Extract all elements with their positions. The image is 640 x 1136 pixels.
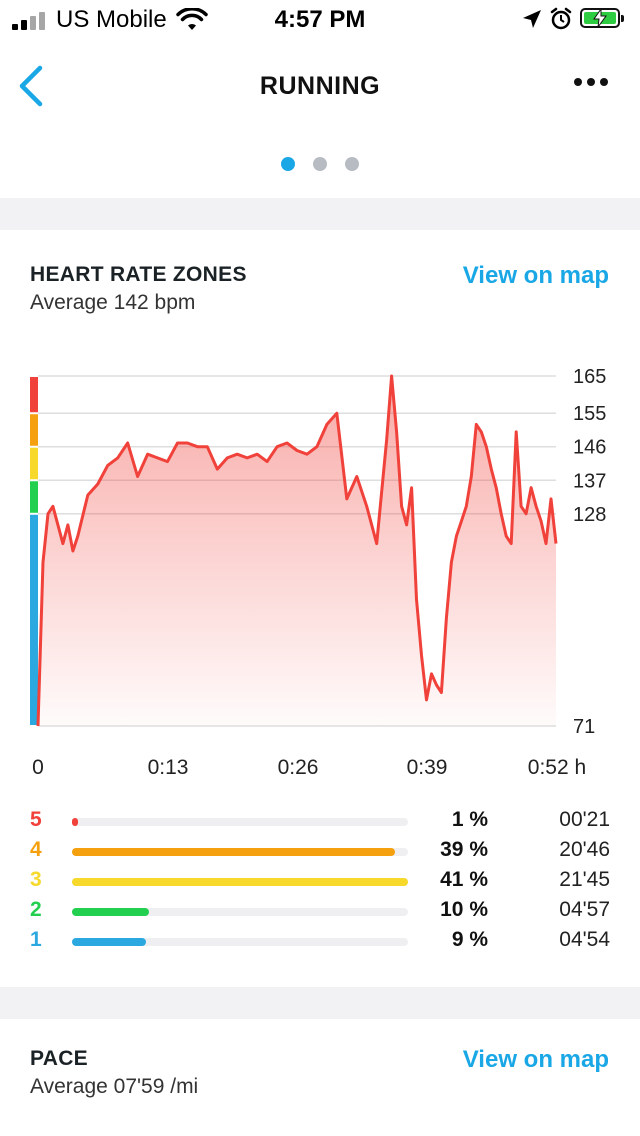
y-tick-label: 146 <box>573 437 606 459</box>
page-dot-3[interactable] <box>345 157 359 171</box>
status-bar: US Mobile 4:57 PM <box>0 0 640 40</box>
zone-row-4: 4 39 % 20'46 <box>0 838 640 868</box>
battery-icon <box>580 8 624 28</box>
zone-number: 2 <box>30 898 42 921</box>
y-tick-label: 71 <box>573 716 595 738</box>
zone-bar-track <box>72 878 408 886</box>
zone-bar-track <box>72 938 408 946</box>
heart-rate-line <box>36 374 558 727</box>
alarm-clock-icon <box>550 7 572 30</box>
heart-rate-view-on-map-link[interactable]: View on map <box>462 262 609 289</box>
zone-bar-track <box>72 818 408 826</box>
zone-number: 3 <box>30 868 42 891</box>
zone-band-3 <box>30 447 38 480</box>
zone-duration: 04'57 <box>559 898 610 921</box>
zone-percent: 9 % <box>451 928 488 951</box>
zone-percent: 39 % <box>440 838 488 861</box>
cellular-signal-icon <box>12 12 48 30</box>
zone-bar-fill <box>72 938 146 946</box>
zone-duration: 04'54 <box>559 928 610 951</box>
wifi-icon <box>176 8 208 30</box>
pace-title: PACE <box>30 1047 88 1070</box>
zone-bar-track <box>72 908 408 916</box>
zone-number: 5 <box>30 808 42 831</box>
back-chevron-icon[interactable] <box>14 62 48 110</box>
page-dot-2[interactable] <box>313 157 327 171</box>
status-time: 4:57 PM <box>274 6 366 33</box>
zone-band-4 <box>30 414 38 446</box>
section-divider <box>0 198 640 230</box>
more-options-icon[interactable] <box>574 78 610 88</box>
page-dot-1[interactable] <box>281 157 295 171</box>
x-tick-label: 0:39 <box>407 756 448 779</box>
heart-rate-average: Average 142 bpm <box>30 291 196 314</box>
zone-band-1 <box>30 514 38 725</box>
zone-number: 1 <box>30 928 42 951</box>
heart-rate-chart: 165 155 146 137 128 71 0 0:13 0:26 0:39 0:52 h <box>30 366 606 779</box>
zone-bar-track <box>72 848 408 856</box>
zone-row-3: 3 41 % 21'45 <box>0 868 640 898</box>
location-arrow-icon <box>523 10 541 28</box>
pace-view-on-map-link[interactable]: View on map <box>462 1046 609 1073</box>
zone-row-1: 1 9 % 04'54 <box>0 928 640 958</box>
section-divider <box>0 987 640 1019</box>
zone-band-2 <box>30 481 38 513</box>
x-tick-label: 0:26 <box>278 756 319 779</box>
heart-rate-area <box>38 376 556 726</box>
zone-duration: 21'45 <box>559 868 610 891</box>
zone-row-5: 5 1 % 00'21 <box>0 808 640 838</box>
zone-duration: 00'21 <box>559 808 610 831</box>
zone-band-5 <box>30 377 38 413</box>
x-tick-label: 0:13 <box>148 756 189 779</box>
pace-average: Average 07'59 /mi <box>30 1075 199 1098</box>
y-tick-label: 137 <box>573 470 606 492</box>
y-tick-label: 165 <box>573 366 606 388</box>
x-tick-label: 0:52 h <box>528 756 586 779</box>
page-indicator <box>0 157 640 173</box>
zone-bar-fill <box>72 908 149 916</box>
page-title: RUNNING <box>259 72 381 100</box>
y-tick-label: 128 <box>573 504 606 526</box>
carrier-name: US Mobile <box>56 6 167 33</box>
x-tick-label: 0 <box>32 756 44 779</box>
heart-rate-zones-title: HEART RATE ZONES <box>30 263 247 286</box>
zone-bar-fill <box>72 818 78 826</box>
zone-bar-fill <box>72 848 395 856</box>
zone-percent: 1 % <box>451 808 488 831</box>
zone-number: 4 <box>30 838 42 861</box>
zone-duration: 20'46 <box>559 838 610 861</box>
y-tick-label: 155 <box>573 403 606 425</box>
zone-row-2: 2 10 % 04'57 <box>0 898 640 928</box>
zone-percent: 10 % <box>440 898 488 921</box>
zone-bar-fill <box>72 878 408 886</box>
zone-percent: 41 % <box>440 868 488 891</box>
